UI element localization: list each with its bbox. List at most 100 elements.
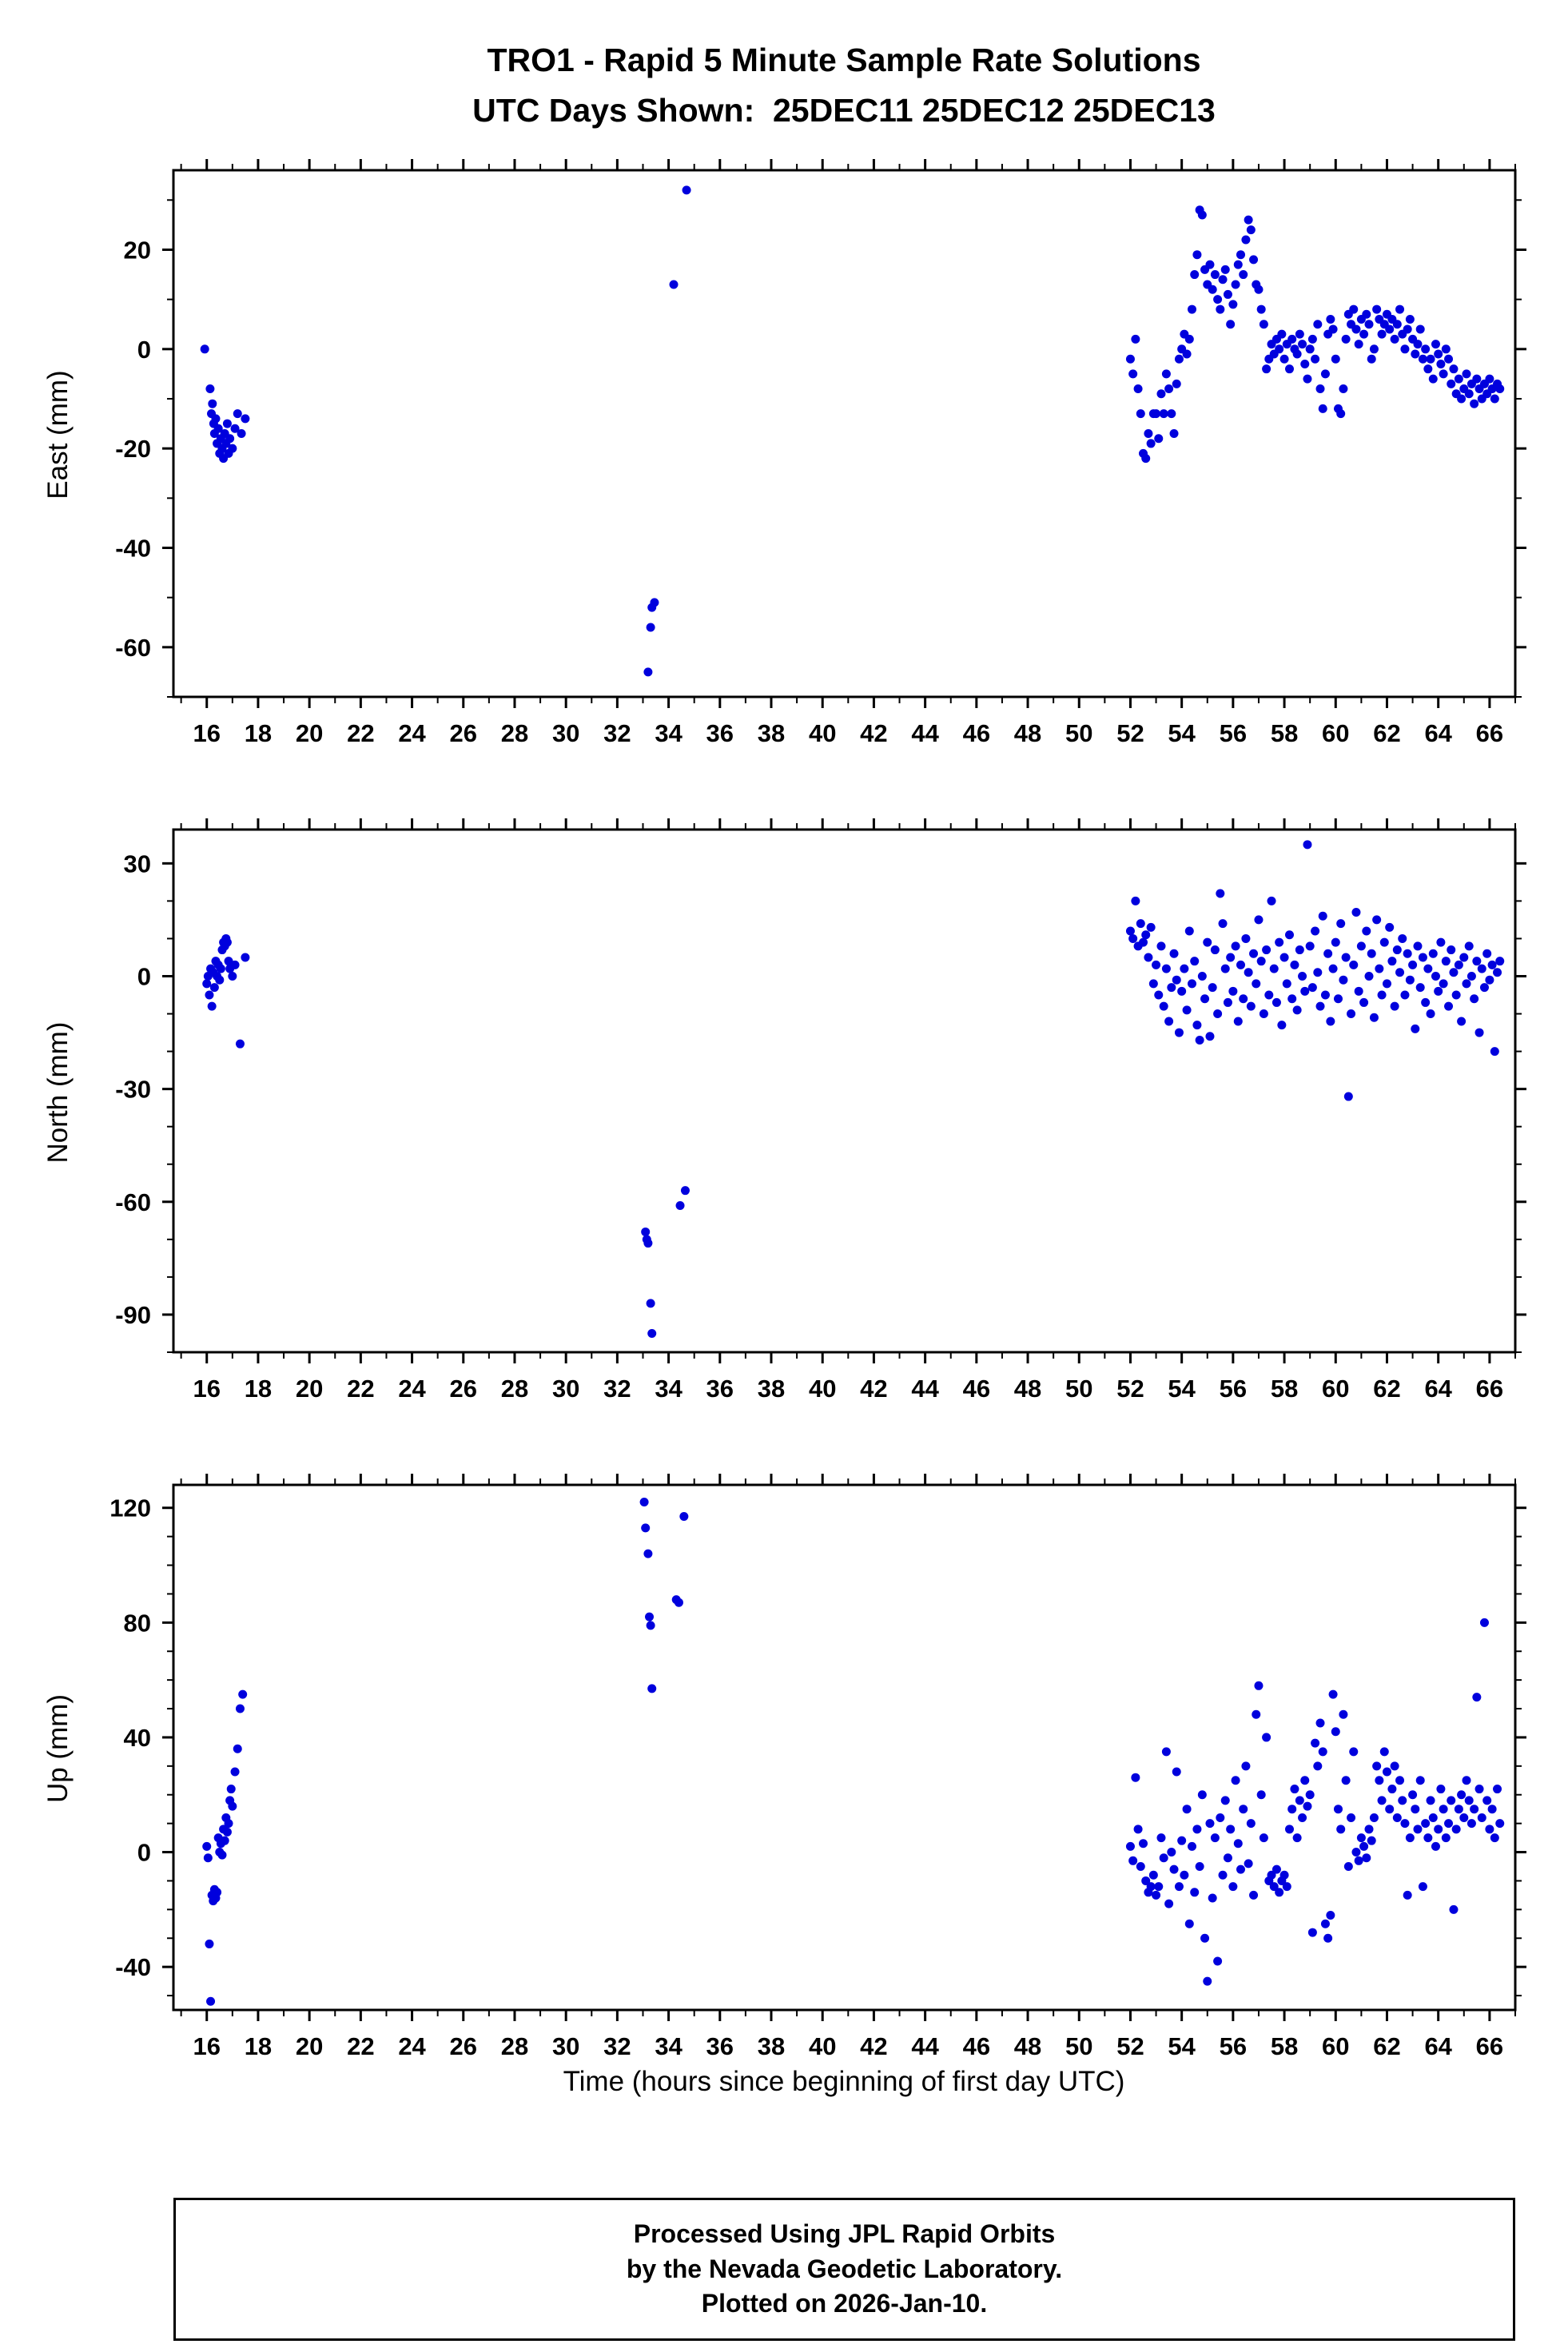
data-point <box>1411 1024 1420 1033</box>
data-point <box>1415 983 1425 993</box>
data-point <box>1172 379 1181 388</box>
y-tick-label: 0 <box>137 1839 151 1867</box>
data-point <box>1208 1893 1217 1903</box>
data-point <box>1482 949 1492 958</box>
data-point <box>1426 1796 1435 1805</box>
x-tick-label: 64 <box>1424 1375 1452 1403</box>
data-point <box>1385 922 1395 932</box>
data-point <box>1187 1841 1196 1851</box>
data-point <box>1220 1796 1230 1805</box>
data-point <box>1313 1761 1323 1771</box>
data-point <box>1372 915 1382 925</box>
data-point <box>1485 975 1494 985</box>
data-point <box>1490 1833 1499 1843</box>
data-point <box>1226 1825 1236 1834</box>
data-point <box>1279 354 1289 364</box>
data-point <box>211 414 221 424</box>
data-point <box>1441 957 1451 966</box>
y-tick-label: 40 <box>124 1724 151 1752</box>
data-point <box>1390 334 1399 344</box>
data-point <box>1320 369 1330 379</box>
x-tick-label: 30 <box>552 1375 579 1403</box>
x-tick-label: 40 <box>809 2032 836 2060</box>
data-point <box>1454 374 1463 384</box>
data-point <box>1395 304 1405 314</box>
x-tick-label: 50 <box>1065 1375 1092 1403</box>
data-point <box>1477 1813 1486 1822</box>
x-tick-label: 66 <box>1476 1375 1503 1403</box>
data-point <box>1192 250 1202 260</box>
data-point <box>1136 919 1145 929</box>
east-chart-panel: 16 18 20 22 24 26 28 30 32 34 36 38 40 42 44 46 48 50 52 54… <box>115 159 1526 747</box>
data-point <box>1400 1819 1410 1829</box>
data-point <box>1269 964 1279 973</box>
data-point <box>1254 1681 1264 1690</box>
data-point <box>1341 1776 1351 1785</box>
data-point <box>1174 354 1184 364</box>
x-tick-label: 48 <box>1014 2032 1041 2060</box>
data-point <box>1133 1825 1143 1834</box>
data-point <box>241 414 250 424</box>
data-point <box>205 990 214 1000</box>
data-point <box>1252 1709 1261 1719</box>
x-tick-label: 56 <box>1220 2032 1247 2060</box>
data-point <box>1341 334 1351 344</box>
data-point <box>1125 926 1135 936</box>
data-point <box>1148 1870 1158 1880</box>
data-point <box>222 937 232 947</box>
north-chart-panel: 16 18 20 22 24 26 28 30 32 34 36 38 40 42 44 46 48 50 52 54… <box>115 818 1526 1403</box>
data-point <box>1203 1976 1212 1986</box>
data-point <box>1262 945 1272 955</box>
data-point <box>1418 354 1427 364</box>
x-tick-label: 62 <box>1373 1375 1400 1403</box>
x-tick-label: 38 <box>758 1375 785 1403</box>
data-point <box>1467 1819 1476 1829</box>
x-tick-label: 16 <box>193 2032 220 2060</box>
x-tick-label: 52 <box>1116 719 1144 747</box>
x-tick-label: 50 <box>1065 2032 1092 2060</box>
data-point <box>200 344 209 354</box>
data-point <box>1161 964 1171 973</box>
data-point <box>1311 354 1320 364</box>
data-point <box>1449 1904 1459 1914</box>
data-point <box>1307 334 1317 344</box>
data-point <box>1323 949 1333 958</box>
data-point <box>1161 369 1171 379</box>
data-point <box>1180 1870 1189 1880</box>
x-tick-label: 30 <box>552 719 579 747</box>
data-point <box>1413 340 1423 349</box>
data-point <box>1125 1841 1135 1851</box>
data-point <box>1387 957 1397 966</box>
data-point <box>1444 1001 1454 1011</box>
up-scatter-points <box>202 1498 1505 2006</box>
data-point <box>1482 1796 1492 1805</box>
data-point <box>1459 1813 1469 1822</box>
data-point <box>1164 1899 1174 1908</box>
data-point <box>1231 280 1240 289</box>
x-tick-label: 50 <box>1065 719 1092 747</box>
x-tick-label: 30 <box>552 2032 579 2060</box>
data-point <box>1152 960 1161 969</box>
data-point <box>1279 953 1289 962</box>
plot-frame <box>172 828 1517 1354</box>
x-tick-label: 44 <box>911 1375 939 1403</box>
data-point <box>1369 344 1379 354</box>
x-tick-label: 36 <box>706 719 734 747</box>
data-point <box>1457 394 1467 404</box>
data-point <box>1131 1773 1140 1782</box>
data-point <box>1487 960 1497 969</box>
data-point <box>1436 937 1446 947</box>
data-point <box>639 1498 649 1507</box>
data-point <box>1405 1833 1415 1843</box>
data-point <box>213 424 223 433</box>
data-point <box>230 424 240 433</box>
data-point <box>1490 394 1499 404</box>
data-point <box>1223 289 1232 299</box>
data-point <box>1405 975 1415 985</box>
x-tick-label: 22 <box>347 2032 374 2060</box>
data-point <box>228 971 237 981</box>
data-point <box>1298 971 1307 981</box>
data-point <box>1290 1785 1299 1794</box>
data-point <box>1462 979 1471 989</box>
data-point <box>202 979 212 989</box>
